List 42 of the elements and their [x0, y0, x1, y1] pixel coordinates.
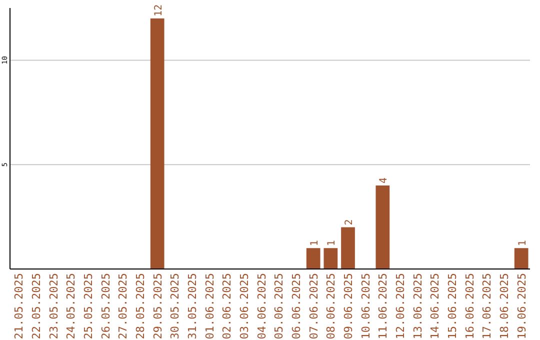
bar — [341, 227, 355, 269]
x-tick-label: 05.06.2025 — [272, 273, 286, 340]
data-label: 1 — [517, 240, 528, 246]
x-tick-label: 11.06.2025 — [376, 273, 390, 340]
data-label: 12 — [153, 4, 164, 16]
x-tick-label: 27.05.2025 — [116, 273, 130, 340]
x-tick-label: 07.06.2025 — [307, 273, 320, 340]
bar — [324, 248, 338, 269]
x-tick-label: 15.06.2025 — [446, 273, 459, 340]
x-tick-label: 28.05.2025 — [134, 273, 147, 340]
x-tick-label: 16.06.2025 — [463, 273, 476, 340]
data-label: 2 — [344, 219, 355, 226]
bar — [306, 248, 320, 269]
bar — [376, 185, 390, 269]
x-tick-label: 10.06.2025 — [359, 273, 372, 340]
x-tick-label: 23.05.2025 — [47, 273, 60, 340]
x-tick-label: 26.05.2025 — [99, 273, 112, 340]
x-tick-label: 18.06.2025 — [498, 273, 511, 340]
x-tick-label: 30.05.2025 — [168, 273, 182, 340]
x-tick-label: 04.06.2025 — [255, 273, 268, 340]
x-tick-label: 14.06.2025 — [428, 273, 442, 340]
x-tick-label: 02.06.2025 — [220, 273, 234, 340]
x-tick-label: 09.06.2025 — [342, 273, 355, 340]
data-label: 1 — [309, 240, 320, 246]
x-tick-label: 03.06.2025 — [238, 273, 251, 340]
x-tick-label: 01.06.2025 — [203, 273, 216, 340]
x-tick-label: 13.06.2025 — [411, 273, 424, 340]
x-tick-label: 19.06.2025 — [515, 273, 528, 340]
x-tick-label: 21.05.2025 — [12, 273, 26, 340]
data-label: 1 — [326, 240, 338, 246]
x-tick-label: 08.06.2025 — [324, 273, 338, 340]
bar — [150, 18, 164, 269]
x-tick-label: 24.05.2025 — [64, 273, 78, 340]
x-tick-label: 17.06.2025 — [480, 273, 494, 340]
x-tick-label: 29.05.2025 — [151, 273, 164, 340]
bar — [514, 248, 528, 269]
x-tick-label: 12.06.2025 — [394, 273, 407, 340]
x-tick-label: 22.05.2025 — [30, 273, 43, 340]
x-tick-label: 31.05.2025 — [186, 273, 199, 340]
x-tick-label: 25.05.2025 — [82, 273, 95, 340]
x-tick-label: 06.06.2025 — [290, 273, 303, 340]
data-label: 4 — [378, 177, 390, 184]
